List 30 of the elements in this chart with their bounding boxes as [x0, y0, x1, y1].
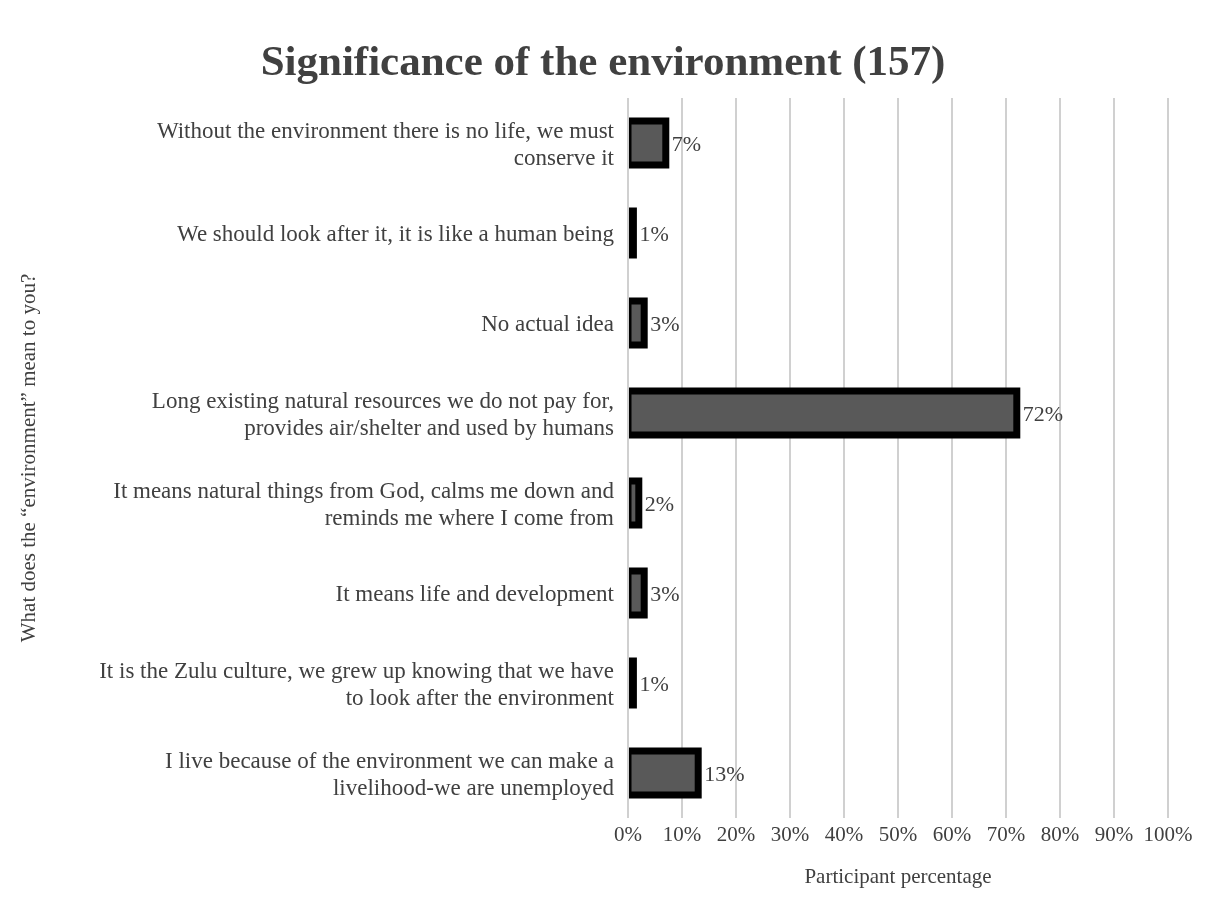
data-label: 13% [704, 760, 745, 786]
y-tick-label: No actual idea [481, 310, 614, 336]
data-label: 7% [671, 130, 702, 156]
data-label: 3% [650, 580, 680, 606]
x-tick-label: 0% [614, 821, 642, 846]
x-tick-label: 80% [1040, 821, 1080, 846]
x-tick-label: 40% [824, 821, 864, 846]
x-tick-label: 50% [878, 821, 918, 846]
y-tick-label: Without the environment there is no life, we must conserve it [156, 117, 615, 169]
x-axis-title: Participant percentage [804, 864, 992, 888]
x-tick-label: 70% [986, 821, 1026, 846]
x-tick-label: 60% [932, 821, 972, 846]
data-label: 72% [1022, 400, 1064, 426]
y-axis-title: What does the “environment” mean to you? [16, 273, 41, 643]
data-label: 3% [650, 310, 680, 336]
data-label: 1% [639, 220, 669, 246]
x-tick-label: 10% [662, 821, 702, 846]
x-tick-label: 90% [1094, 821, 1134, 846]
y-tick-label: It means life and development [335, 580, 615, 606]
x-tick-label: 100% [1143, 821, 1193, 846]
data-label: 2% [644, 490, 675, 516]
chart-title: Significance of the environment (157) [259, 36, 947, 86]
y-tick-label: Long existing natural resources we do not pay for, provides air/shelter and used by humans [151, 387, 615, 439]
x-tick-label: 30% [770, 821, 810, 846]
y-tick-label: It is the Zulu culture, we grew up knowing that we have to look after the environment [99, 657, 615, 709]
x-tick-label: 20% [716, 821, 756, 846]
y-tick-label: It means natural things from God, calms me down and reminds me where I come from [113, 477, 615, 529]
y-tick-label: I live because of the environment we can make a livelihood-we are unemployed [165, 747, 615, 799]
data-label: 1% [639, 670, 669, 696]
y-tick-label: We should look after it, it is like a human being [177, 220, 615, 246]
